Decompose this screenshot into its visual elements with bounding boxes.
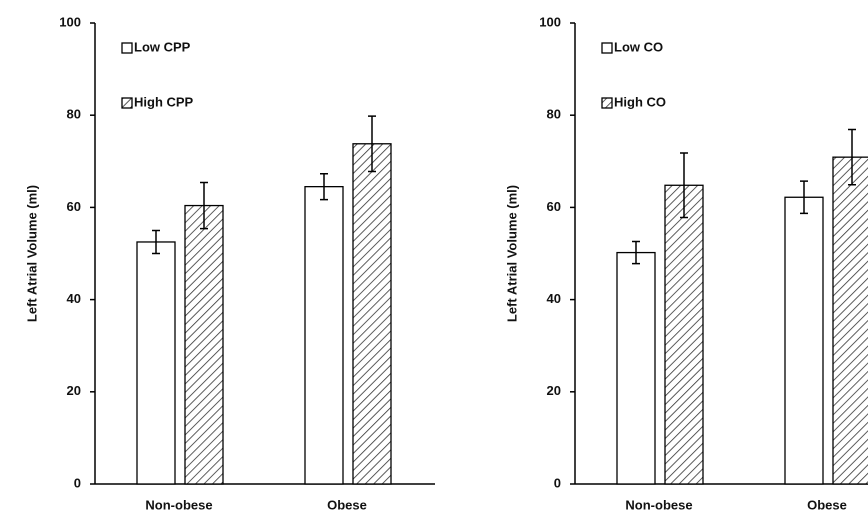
bar <box>136 241 176 485</box>
y-axis-label: Left Atrial Volume (ml) <box>24 185 39 322</box>
legend-marker <box>601 42 613 54</box>
y-tick-label: 100 <box>539 14 561 29</box>
error-bar <box>848 128 856 186</box>
x-tick-label: Obese <box>807 497 847 512</box>
y-tick-label: 100 <box>59 14 81 29</box>
y-tick-label: 60 <box>547 199 561 214</box>
x-tick-label: Non-obese <box>625 497 692 512</box>
bar <box>616 251 656 485</box>
error-bar <box>680 152 688 219</box>
error-bar <box>152 229 160 255</box>
legend-label: Low CPP <box>134 39 191 54</box>
y-tick-label: 20 <box>67 383 81 398</box>
y-tick-label: 0 <box>74 475 81 490</box>
y-tick-label: 80 <box>547 107 561 122</box>
error-bar <box>200 181 208 230</box>
bar <box>184 204 224 485</box>
bar <box>832 156 868 485</box>
y-tick-label: 60 <box>67 199 81 214</box>
error-bar <box>800 180 808 215</box>
legend-label: Low CO <box>614 39 663 54</box>
y-tick-label: 20 <box>547 383 561 398</box>
bar <box>352 143 392 485</box>
y-tick-label: 40 <box>547 291 561 306</box>
bar <box>784 196 824 485</box>
x-tick-label: Non-obese <box>145 497 212 512</box>
error-bar <box>368 115 376 173</box>
legend-label: High CO <box>614 94 666 109</box>
y-tick-label: 0 <box>554 475 561 490</box>
legend-marker <box>601 97 613 109</box>
legend-marker <box>121 42 133 54</box>
bar <box>664 184 704 485</box>
bar <box>304 186 344 485</box>
y-axis-label: Left Atrial Volume (ml) <box>504 185 519 322</box>
error-bar <box>632 240 640 265</box>
legend-label: High CPP <box>134 94 194 109</box>
error-bar <box>320 172 328 201</box>
y-tick-label: 80 <box>67 107 81 122</box>
y-tick-label: 40 <box>67 291 81 306</box>
legend-marker <box>121 97 133 109</box>
x-tick-label: Obese <box>327 497 367 512</box>
